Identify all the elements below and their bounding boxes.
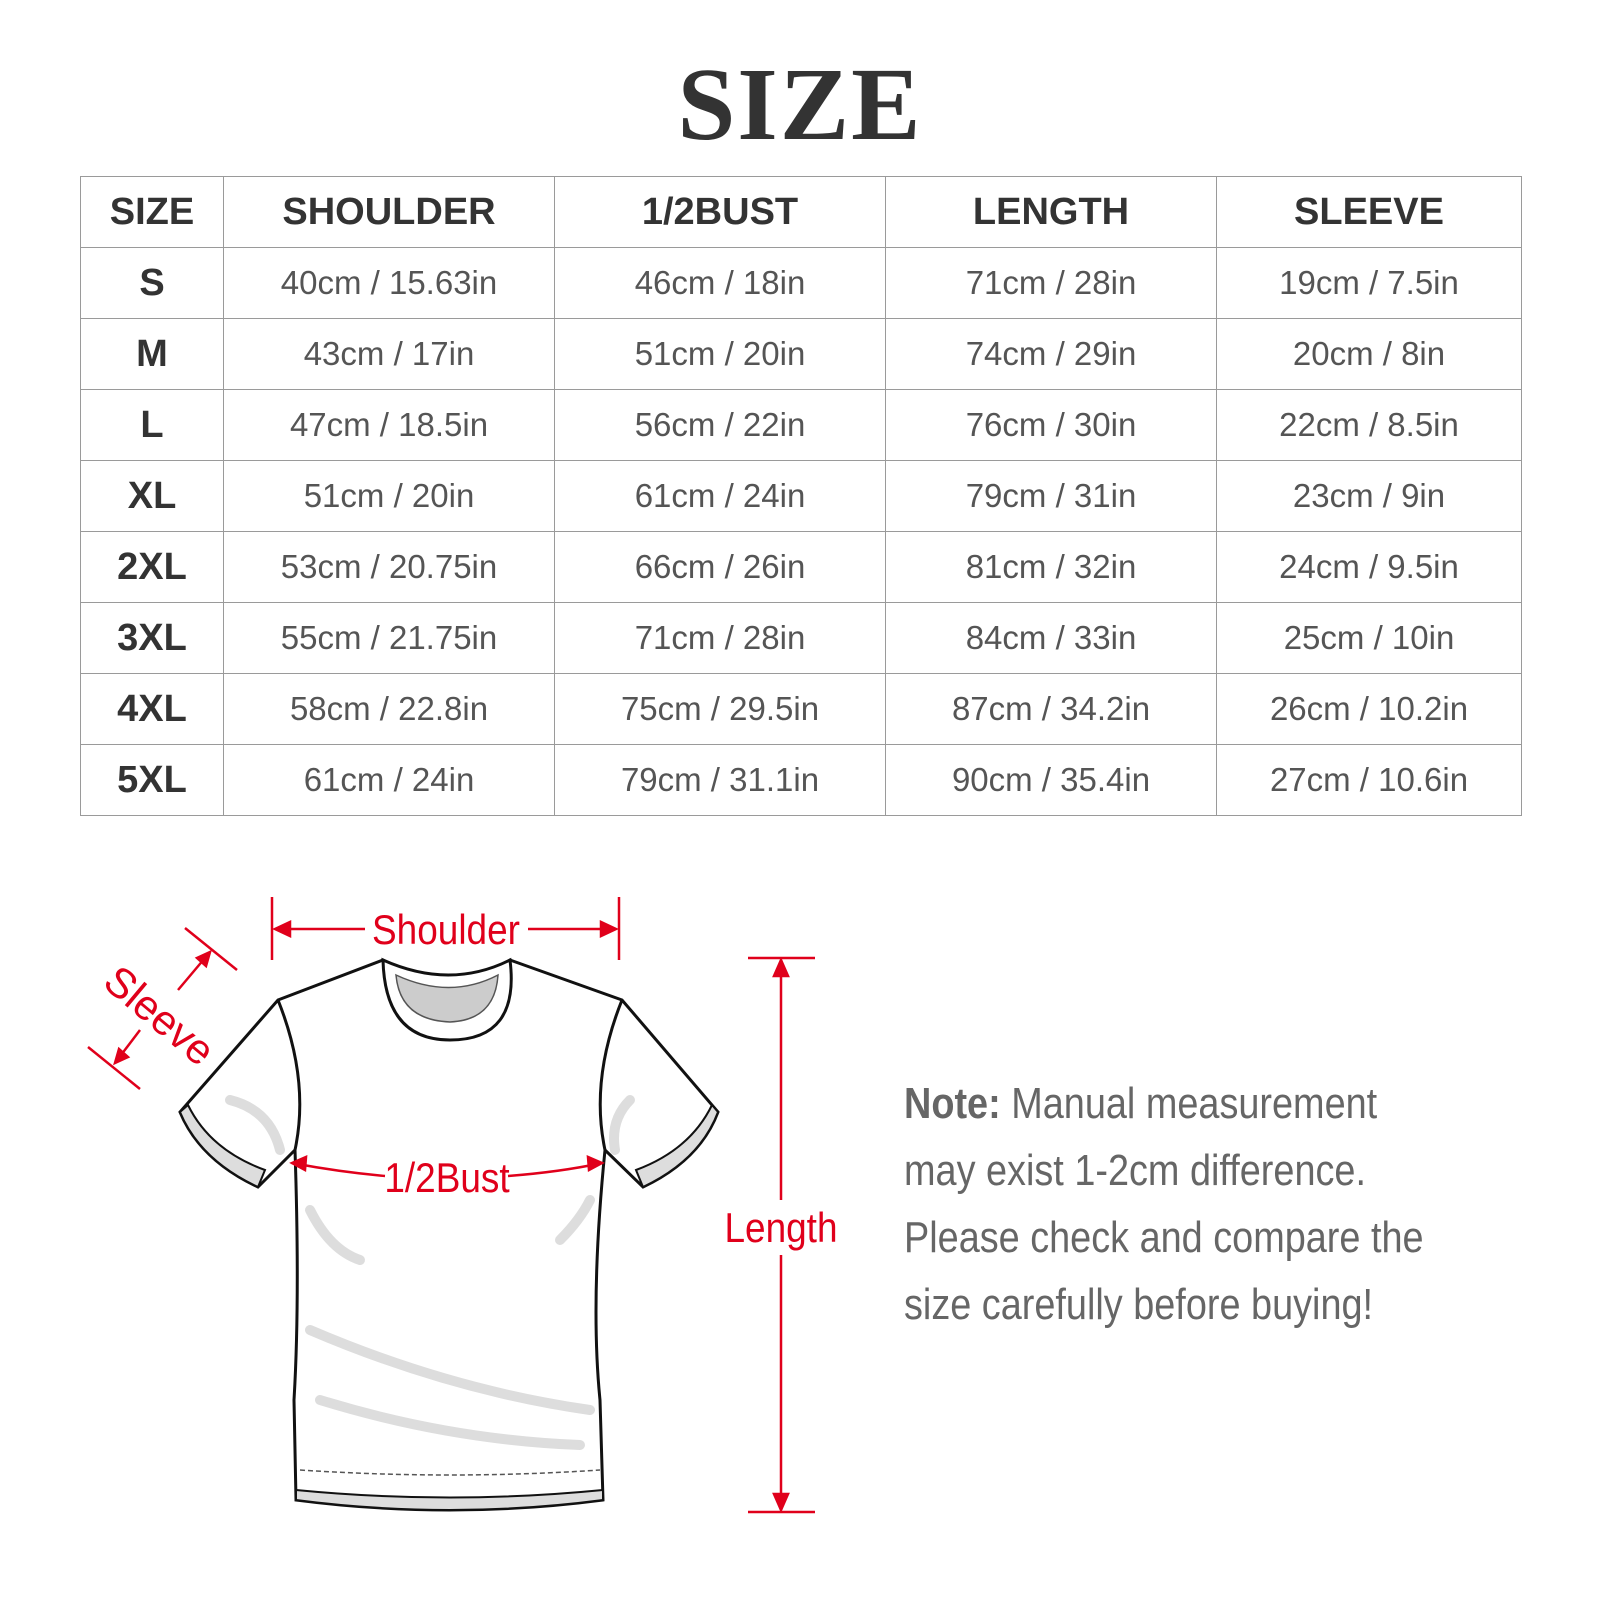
header-shoulder: SHOULDER <box>223 176 555 248</box>
measurement-cell: 87cm / 34.2in <box>885 673 1217 745</box>
size-table: SIZE SHOULDER 1/2BUST LENGTH SLEEVE S 40c… <box>80 176 1522 816</box>
header-length: LENGTH <box>885 176 1217 248</box>
measurement-cell: 43cm / 17in <box>223 318 555 390</box>
measurement-cell: 71cm / 28in <box>885 247 1217 319</box>
measurement-cell: 51cm / 20in <box>223 460 555 532</box>
measurement-cell: 76cm / 30in <box>885 389 1217 461</box>
measurement-cell: 71cm / 28in <box>554 602 886 674</box>
header-sleeve: SLEEVE <box>1216 176 1522 248</box>
measurement-cell: 79cm / 31.1in <box>554 744 886 816</box>
measurement-cell: 46cm / 18in <box>554 247 886 319</box>
page-title: SIZE <box>677 47 923 162</box>
measurement-cell: 74cm / 29in <box>885 318 1217 390</box>
measurement-cell: 53cm / 20.75in <box>223 531 555 603</box>
tshirt-diagram: Shoulder 1/2Bust Length Sleeve <box>87 897 838 1514</box>
sleeve-label: Sleeve <box>95 956 224 1075</box>
measurement-cell: 20cm / 8in <box>1216 318 1522 390</box>
tshirt-illustration <box>178 957 720 1512</box>
table-row: L 47cm / 18.5in 56cm / 22in 76cm / 30in 22cm… <box>80 389 1522 461</box>
measurement-cell: 55cm / 21.75in <box>223 602 555 674</box>
note-label: Note: <box>904 1079 1001 1128</box>
table-header-row: SIZE SHOULDER 1/2BUST LENGTH SLEEVE <box>80 176 1522 248</box>
measurement-cell: 25cm / 10in <box>1216 602 1522 674</box>
shoulder-label: Shoulder <box>372 907 520 954</box>
measurement-cell: 75cm / 29.5in <box>554 673 886 745</box>
sleeve-tick-bottom <box>87 1046 141 1090</box>
measurement-cell: 79cm / 31in <box>885 460 1217 532</box>
measurement-cell: 51cm / 20in <box>554 318 886 390</box>
measurement-cell: 47cm / 18.5in <box>223 389 555 461</box>
table-row: 5XL 61cm / 24in 79cm / 31.1in 90cm / 35.4in… <box>80 744 1522 816</box>
measurement-cell: 84cm / 33in <box>885 602 1217 674</box>
table-row: M 43cm / 17in 51cm / 20in 74cm / 29in 20cm /… <box>80 318 1522 390</box>
measurement-cell: 23cm / 9in <box>1216 460 1522 532</box>
measurement-cell: 66cm / 26in <box>554 531 886 603</box>
table-row: 4XL 58cm / 22.8in 75cm / 29.5in 87cm / 34.2… <box>80 673 1522 745</box>
measurement-cell: 27cm / 10.6in <box>1216 744 1522 816</box>
size-cell: 2XL <box>80 531 224 603</box>
table-row: 2XL 53cm / 20.75in 66cm / 26in 81cm / 32in 2… <box>80 531 1522 603</box>
note-body: Manual measurement may exist 1-2cm diffe… <box>904 1079 1424 1329</box>
size-cell: L <box>80 389 224 461</box>
sleeve-tick-top <box>184 927 238 971</box>
size-cell: 3XL <box>80 602 224 674</box>
table-row: S 40cm / 15.63in 46cm / 18in 71cm / 28in 19c… <box>80 247 1522 319</box>
measurement-cell: 58cm / 22.8in <box>223 673 555 745</box>
table-row: XL 51cm / 20in 61cm / 24in 79cm / 31in 23cm … <box>80 460 1522 532</box>
measurement-cell: 61cm / 24in <box>223 744 555 816</box>
header-size: SIZE <box>80 176 224 248</box>
measurement-cell: 26cm / 10.2in <box>1216 673 1522 745</box>
size-cell: XL <box>80 460 224 532</box>
size-cell: 5XL <box>80 744 224 816</box>
size-cell: S <box>80 247 224 319</box>
measurement-cell: 19cm / 7.5in <box>1216 247 1522 319</box>
size-cell: 4XL <box>80 673 224 745</box>
measurement-cell: 24cm / 9.5in <box>1216 531 1522 603</box>
bust-label: 1/2Bust <box>384 1155 509 1202</box>
table-row: 3XL 55cm / 21.75in 71cm / 28in 84cm / 33in 2… <box>80 602 1522 674</box>
header-bust: 1/2BUST <box>554 176 886 248</box>
measurement-cell: 56cm / 22in <box>554 389 886 461</box>
note-text: Note: Manual measurement may exist 1-2cm… <box>904 1070 1454 1338</box>
measurement-cell: 90cm / 35.4in <box>885 744 1217 816</box>
length-label: Length <box>724 1205 837 1252</box>
size-cell: M <box>80 318 224 390</box>
measurement-cell: 22cm / 8.5in <box>1216 389 1522 461</box>
measurement-cell: 81cm / 32in <box>885 531 1217 603</box>
measurement-cell: 61cm / 24in <box>554 460 886 532</box>
measurement-cell: 40cm / 15.63in <box>223 247 555 319</box>
